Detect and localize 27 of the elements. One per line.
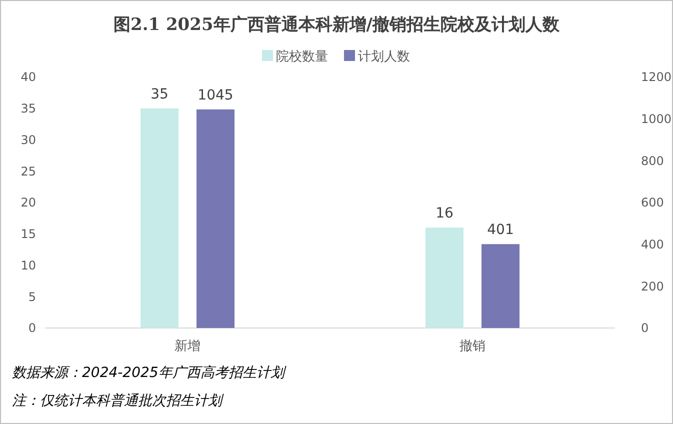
y-tick-label: 5 [28,290,36,304]
y2-tick-label: 1200 [641,70,672,84]
y-tick-label: 30 [20,132,36,147]
data-label: 401 [487,222,514,238]
y-tick-label: 35 [20,102,36,116]
data-label: 35 [150,86,168,102]
y-tick-label: 25 [20,164,36,178]
y-tick-label: 40 [20,70,36,84]
x-tick-label: 撤销 [460,339,486,354]
y2-tick-label: 800 [641,154,664,168]
y-tick-label: 0 [28,321,36,336]
y2-tick-label: 1000 [641,112,672,126]
y2-tick-label: 600 [641,196,664,210]
y-tick-label: 20 [20,196,36,210]
legend-label: 院校数量 [276,50,328,65]
y2-tick-label: 0 [641,321,649,336]
data-label: 16 [436,206,454,222]
text: 注：仅统计本科普通批次招生计划 [12,392,224,409]
y-tick-label: 15 [20,227,36,242]
data-label: 1045 [198,87,234,104]
y-tick-label: 10 [20,258,36,272]
source-note: 数据来源：2024-2025年广西高考招生计划 [12,365,286,381]
chart-title: 图2.1 2025年广西普通本科新增/撤销招生院校及计划人数 [113,14,560,35]
y2-tick-label: 200 [641,279,664,294]
x-tick-label: 新增 [174,339,200,354]
legend-label: 计划人数 [358,50,410,65]
y2-tick-label: 400 [641,238,664,252]
